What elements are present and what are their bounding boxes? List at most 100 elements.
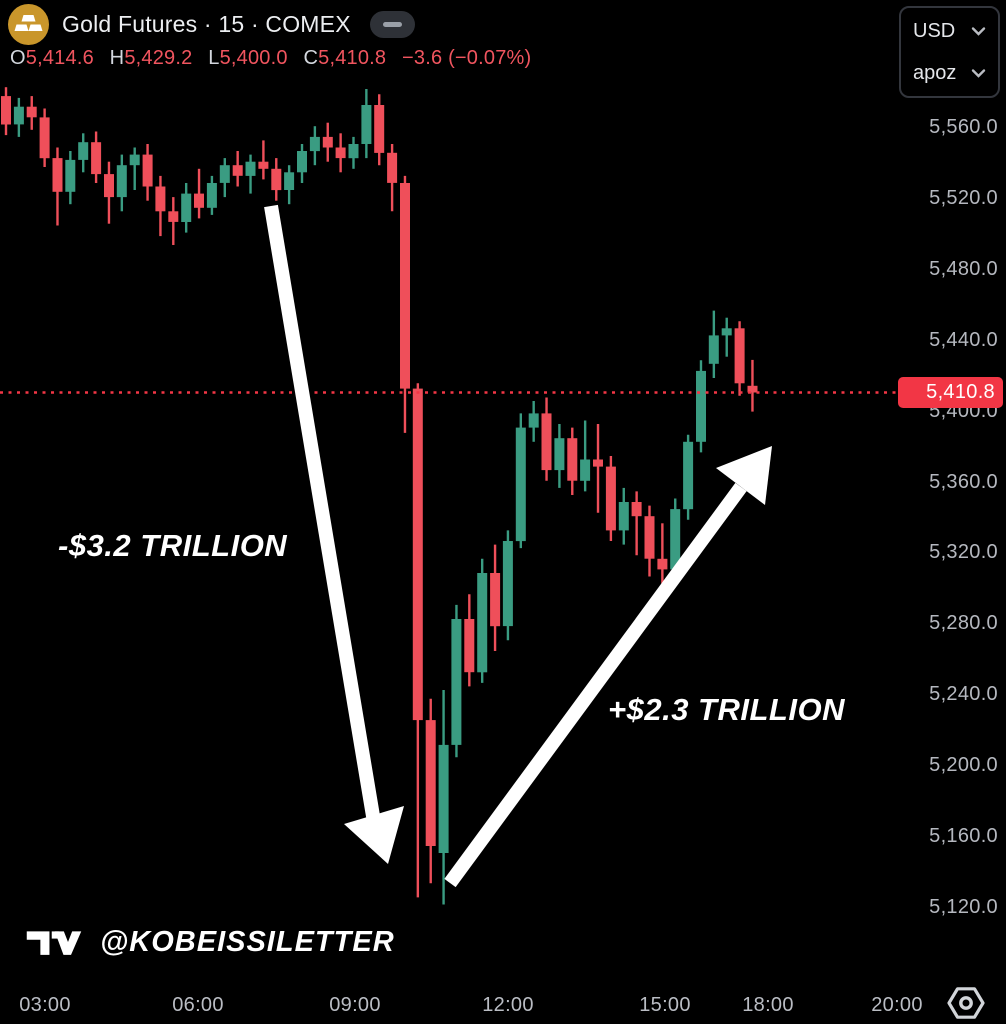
candle-body [696, 370, 706, 442]
candle-body [361, 105, 372, 144]
price-tick-label: 5,280.0 [929, 612, 998, 635]
candle-body [26, 106, 37, 118]
candle-body [554, 438, 565, 471]
watermark: @KOBEISSILETTER [26, 920, 395, 964]
candle-body [618, 502, 629, 531]
candle-body [232, 165, 243, 176]
collapse-legend-button[interactable] [369, 11, 415, 38]
candle-body [567, 438, 578, 481]
symbol-title[interactable]: Gold Futures · 15 · COMEX [62, 11, 351, 37]
price-tick-label: 5,240.0 [929, 683, 998, 706]
price-tick-label: 5,560.0 [929, 116, 998, 138]
candle-body [502, 541, 513, 627]
candle-body [309, 136, 320, 152]
time-tick-label: 03:00 [19, 994, 71, 1016]
down-move-annotation[interactable]: -$3.2 TRILLION [58, 528, 288, 563]
up-move-annotation[interactable]: +$2.3 TRILLION [608, 692, 845, 727]
candle-body [580, 459, 591, 481]
price-tick-label: 5,200.0 [929, 754, 998, 777]
candles-layer [1, 87, 758, 905]
candle-body [683, 441, 694, 510]
candle-body [104, 174, 114, 198]
unit-value: apoz [913, 61, 957, 84]
candle-body [219, 165, 230, 183]
candle-body [168, 211, 179, 222]
open-value: 5,414.6 [25, 47, 94, 69]
candle-body [631, 502, 642, 517]
price-tick-label: 5,480.0 [929, 257, 998, 280]
candle-body [387, 152, 398, 183]
candle-body [425, 720, 436, 846]
candle-body [284, 172, 295, 190]
candle-body [644, 516, 655, 559]
candle-body [245, 161, 256, 176]
price-tick-label: 5,160.0 [929, 825, 998, 848]
candle-body [322, 136, 333, 148]
down-trend-arrow[interactable] [264, 204, 404, 864]
time-tick-label: 12:00 [482, 994, 534, 1016]
candle-body [142, 154, 153, 187]
low-value: 5,400.0 [219, 47, 288, 69]
minus-icon [382, 22, 402, 27]
tradingview-logo-icon [26, 931, 82, 955]
close-label: C [303, 47, 319, 69]
candle-body [438, 744, 449, 853]
currency-value: USD [913, 19, 956, 42]
candle-body [400, 183, 410, 389]
candle-body [155, 186, 166, 212]
candle-body [670, 509, 681, 570]
gold-bars-icon [8, 4, 49, 45]
candle-body [657, 558, 668, 570]
candle-body [194, 193, 204, 208]
candle-body [271, 168, 282, 191]
candle-body [708, 335, 719, 364]
price-tick-label: 5,440.0 [929, 328, 998, 351]
unit-dropdown[interactable]: apoz [901, 55, 998, 91]
candle-body [181, 193, 192, 222]
symbol-header: Gold Futures · 15 · COMEX [8, 4, 415, 45]
candle-body [129, 154, 140, 166]
candle-body [412, 388, 423, 721]
time-tick-label: 20:00 [871, 994, 923, 1016]
candle-body [515, 427, 526, 542]
price-axis[interactable]: 5,560.0 5,520.0 5,480.0 5,440.0 5,400.0 5,360… [896, 0, 1006, 985]
candle-body [477, 573, 488, 673]
price-tick-label: 5,520.0 [929, 186, 998, 209]
up-trend-arrow[interactable] [444, 446, 772, 888]
last-price-tag: 5,410.8 [898, 376, 1003, 408]
time-tick-label: 15:00 [639, 994, 691, 1016]
candle-body [490, 573, 501, 627]
close-value: 5,410.8 [318, 47, 387, 69]
chevron-down-icon [971, 69, 986, 78]
candle-body [593, 459, 603, 467]
ohlc-values-row: O5,414.6 H5,429.2 L5,400.0 C5,410.8 −3.6… [10, 47, 531, 70]
candle-body [78, 142, 89, 160]
candle-body [541, 413, 552, 471]
candle-body [451, 619, 462, 745]
time-axis[interactable]: 03:00 06:00 09:00 12:00 15:00 18:00 20:00 [0, 988, 930, 1024]
time-axis-settings-button[interactable] [944, 985, 988, 1021]
time-tick-label: 06:00 [172, 994, 224, 1016]
time-tick-label: 09:00 [329, 994, 381, 1016]
candle-body [13, 106, 24, 125]
candle-body [721, 328, 732, 336]
candle-body [605, 466, 616, 531]
candle-body [258, 161, 269, 169]
candle-body [206, 183, 217, 208]
candle-body [39, 117, 50, 159]
candle-body [1, 96, 11, 125]
candle-body [65, 159, 76, 192]
candle-body [374, 105, 385, 153]
candle-body [52, 158, 63, 192]
watermark-handle: @KOBEISSILETTER [100, 925, 395, 958]
price-tick-label: 5,360.0 [929, 470, 998, 493]
low-label: L [208, 47, 220, 69]
currency-unit-selector: USD apoz [899, 6, 1000, 98]
candle-body [348, 144, 359, 159]
candle-body [464, 619, 475, 673]
candle-body [116, 165, 127, 198]
currency-dropdown[interactable]: USD [901, 13, 998, 49]
change-value: −3.6 (−0.07%) [402, 47, 532, 69]
